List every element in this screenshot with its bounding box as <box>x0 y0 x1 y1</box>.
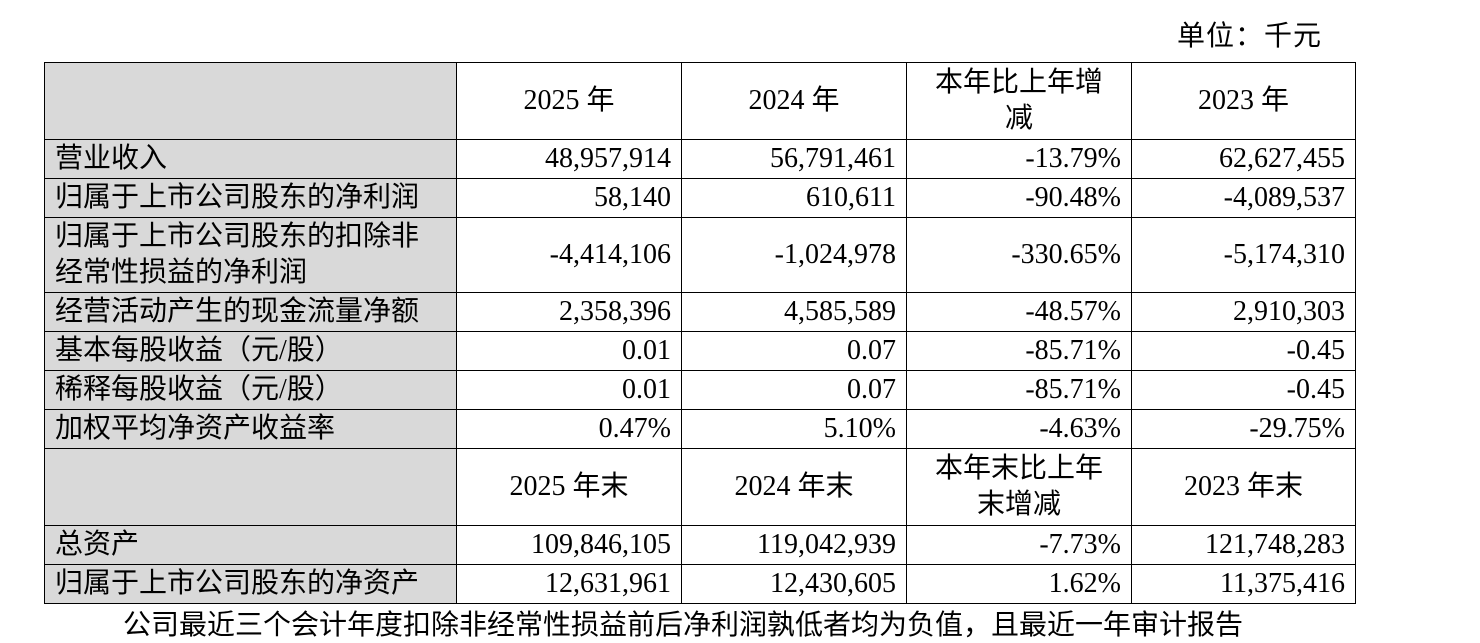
row-label: 稀释每股收益（元/股） <box>44 370 457 410</box>
cell-value: -0.45 <box>1131 331 1356 371</box>
cell-value: 109,846,105 <box>456 525 682 565</box>
cell-value: 119,042,939 <box>681 525 907 565</box>
cell-value: 2,910,303 <box>1131 292 1356 332</box>
header-spacer-cell <box>44 448 457 526</box>
table-header-row-annual: 2025 年 2024 年 本年比上年增 减 2023 年 <box>44 62 1356 140</box>
cell-value: 11,375,416 <box>1131 564 1356 604</box>
cell-value: -48.57% <box>906 292 1132 332</box>
cell-value: 62,627,455 <box>1131 139 1356 179</box>
column-header-2025: 2025 年 <box>456 62 682 140</box>
cell-value: 610,611 <box>681 178 907 218</box>
cell-value: 0.01 <box>456 331 682 371</box>
cell-value: 48,957,914 <box>456 139 682 179</box>
row-label: 营业收入 <box>44 139 457 179</box>
table-row: 总资产 109,846,105 119,042,939 -7.73% 121,7… <box>44 525 1356 565</box>
cell-value: -90.48% <box>906 178 1132 218</box>
cell-value: 121,748,283 <box>1131 525 1356 565</box>
cell-value: -29.75% <box>1131 409 1356 449</box>
cell-value: -5,174,310 <box>1131 217 1356 293</box>
cell-value: -85.71% <box>906 370 1132 410</box>
cell-value: 0.07 <box>681 370 907 410</box>
cell-value: 12,631,961 <box>456 564 682 604</box>
cell-value: 12,430,605 <box>681 564 907 604</box>
cell-value: 4,585,589 <box>681 292 907 332</box>
cell-value: 0.07 <box>681 331 907 371</box>
financial-summary-table: 2025 年 2024 年 本年比上年增 减 2023 年 营业收入 48,95… <box>44 62 1356 604</box>
cell-value: 2,358,396 <box>456 292 682 332</box>
table-row: 经营活动产生的现金流量净额 2,358,396 4,585,589 -48.57… <box>44 292 1356 332</box>
cell-value: 1.62% <box>906 564 1132 604</box>
row-label: 归属于上市公司股东的净资产 <box>44 564 457 604</box>
cell-value: -4,414,106 <box>456 217 682 293</box>
header-spacer-cell <box>44 62 457 140</box>
cell-value: 0.01 <box>456 370 682 410</box>
row-label: 基本每股收益（元/股） <box>44 331 457 371</box>
unit-label: 单位：千元 <box>1176 21 1322 52</box>
row-label: 经营活动产生的现金流量净额 <box>44 292 457 332</box>
row-label: 总资产 <box>44 525 457 565</box>
row-label: 加权平均净资产收益率 <box>44 409 457 449</box>
row-label: 归属于上市公司股东的扣除非 经常性损益的净利润 <box>44 217 457 293</box>
cell-value: -85.71% <box>906 331 1132 371</box>
cell-value: -4,089,537 <box>1131 178 1356 218</box>
table-header-row-period-end: 2025 年末 2024 年末 本年末比上年 末增减 2023 年末 <box>44 448 1356 526</box>
table-row: 加权平均净资产收益率 0.47% 5.10% -4.63% -29.75% <box>44 409 1356 449</box>
footer-note: 公司最近三个会计年度扣除非经常性损益前后净利润孰低者均为负值，且最近一年审计报告 <box>123 610 1244 641</box>
table-row: 营业收入 48,957,914 56,791,461 -13.79% 62,62… <box>44 139 1356 179</box>
column-header-2024: 2024 年 <box>681 62 907 140</box>
cell-value: -0.45 <box>1131 370 1356 410</box>
cell-value: 56,791,461 <box>681 139 907 179</box>
cell-value: -330.65% <box>906 217 1132 293</box>
column-header-yoy-change: 本年比上年增 减 <box>906 62 1132 140</box>
cell-value: -7.73% <box>906 525 1132 565</box>
cell-value: -1,024,978 <box>681 217 907 293</box>
column-header-2023-end: 2023 年末 <box>1131 448 1356 526</box>
column-header-2024-end: 2024 年末 <box>681 448 907 526</box>
table-row: 归属于上市公司股东的扣除非 经常性损益的净利润 -4,414,106 -1,02… <box>44 217 1356 293</box>
table-row: 归属于上市公司股东的净资产 12,631,961 12,430,605 1.62… <box>44 564 1356 604</box>
cell-value: 58,140 <box>456 178 682 218</box>
table-row: 归属于上市公司股东的净利润 58,140 610,611 -90.48% -4,… <box>44 178 1356 218</box>
column-header-end-change: 本年末比上年 末增减 <box>906 448 1132 526</box>
cell-value: -13.79% <box>906 139 1132 179</box>
row-label: 归属于上市公司股东的净利润 <box>44 178 457 218</box>
cell-value: 5.10% <box>681 409 907 449</box>
table-row: 稀释每股收益（元/股） 0.01 0.07 -85.71% -0.45 <box>44 370 1356 410</box>
column-header-2025-end: 2025 年末 <box>456 448 682 526</box>
cell-value: 0.47% <box>456 409 682 449</box>
column-header-2023: 2023 年 <box>1131 62 1356 140</box>
table-row: 基本每股收益（元/股） 0.01 0.07 -85.71% -0.45 <box>44 331 1356 371</box>
cell-value: -4.63% <box>906 409 1132 449</box>
